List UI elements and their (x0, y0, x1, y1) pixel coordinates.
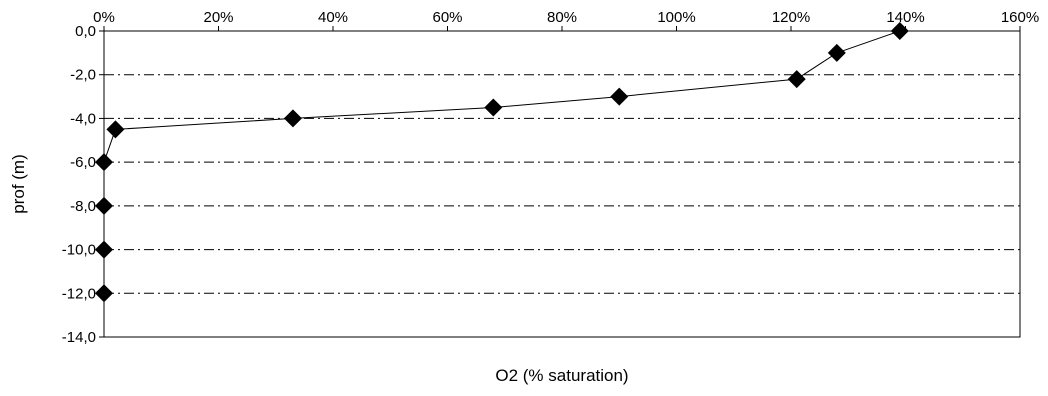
data-point-marker (95, 153, 113, 172)
x-tick-label: 140% (886, 9, 924, 26)
y-tick-label: -6,0 (70, 154, 96, 171)
y-tick-label: 0,0 (75, 23, 96, 40)
data-point-marker (95, 196, 113, 215)
x-tick-label: 120% (772, 9, 810, 26)
x-tick-label: 100% (657, 9, 695, 26)
y-tick-label: -14,0 (62, 329, 96, 346)
y-tick-label: -10,0 (62, 242, 96, 259)
data-point-marker (106, 120, 125, 139)
plot-area (103, 30, 1021, 338)
y-tick-label: -8,0 (70, 198, 96, 215)
data-point-marker (283, 109, 302, 128)
x-axis-title: O2 (% saturation) (495, 366, 628, 385)
x-tick-label: 40% (318, 9, 348, 26)
data-point-marker (95, 284, 113, 303)
gridlines (104, 74, 1020, 294)
data-point-marker (95, 240, 113, 259)
y-tick-label: -12,0 (62, 285, 96, 302)
y-tick-label: -4,0 (70, 110, 96, 127)
x-tick-label: 0% (93, 9, 115, 26)
y-axis-title: prof (m) (9, 154, 28, 214)
y-axis-ticks: 0,0 -2,0 -4,0 -6,0 -8,0 -10,0 -12,0 -14,0 (62, 23, 104, 346)
x-tick-label: 80% (547, 9, 577, 26)
y-tick-label: -2,0 (70, 67, 96, 84)
x-axis-ticks: 0% 20% 40% 60% 80% 100% 120% 140% 160% (93, 9, 1039, 31)
x-tick-label: 60% (432, 9, 462, 26)
data-point-marker (787, 70, 806, 89)
series-group (95, 22, 909, 303)
data-point-marker (610, 87, 629, 106)
data-point-marker (484, 98, 503, 117)
x-tick-label: 160% (1001, 9, 1039, 26)
x-tick-label: 20% (203, 9, 233, 26)
data-point-marker (827, 43, 846, 62)
data-point-marker (890, 22, 909, 40)
